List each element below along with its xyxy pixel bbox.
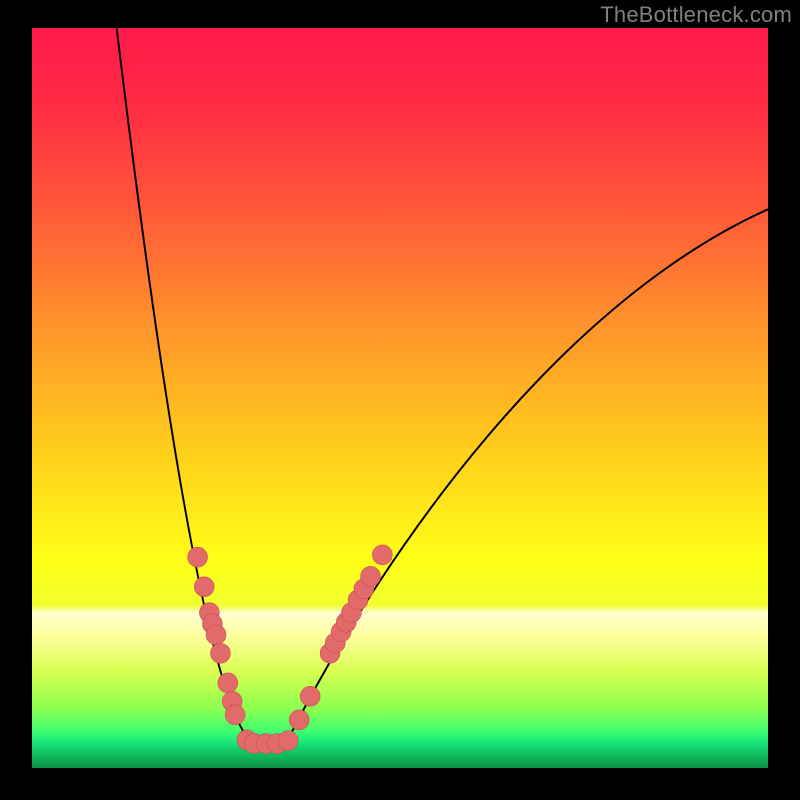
data-marker bbox=[218, 673, 238, 693]
data-marker bbox=[361, 566, 381, 586]
data-marker bbox=[289, 710, 309, 730]
bottleneck-plot bbox=[0, 0, 800, 800]
data-marker bbox=[372, 545, 392, 565]
data-marker bbox=[194, 577, 214, 597]
data-marker bbox=[188, 547, 208, 567]
data-marker bbox=[206, 625, 226, 645]
data-marker bbox=[225, 705, 245, 725]
data-marker bbox=[210, 643, 230, 663]
gradient-background bbox=[32, 28, 768, 768]
data-marker bbox=[278, 731, 298, 751]
data-marker bbox=[300, 686, 320, 706]
watermark-text: TheBottleneck.com bbox=[600, 2, 792, 28]
chart-root: TheBottleneck.com bbox=[0, 0, 800, 800]
